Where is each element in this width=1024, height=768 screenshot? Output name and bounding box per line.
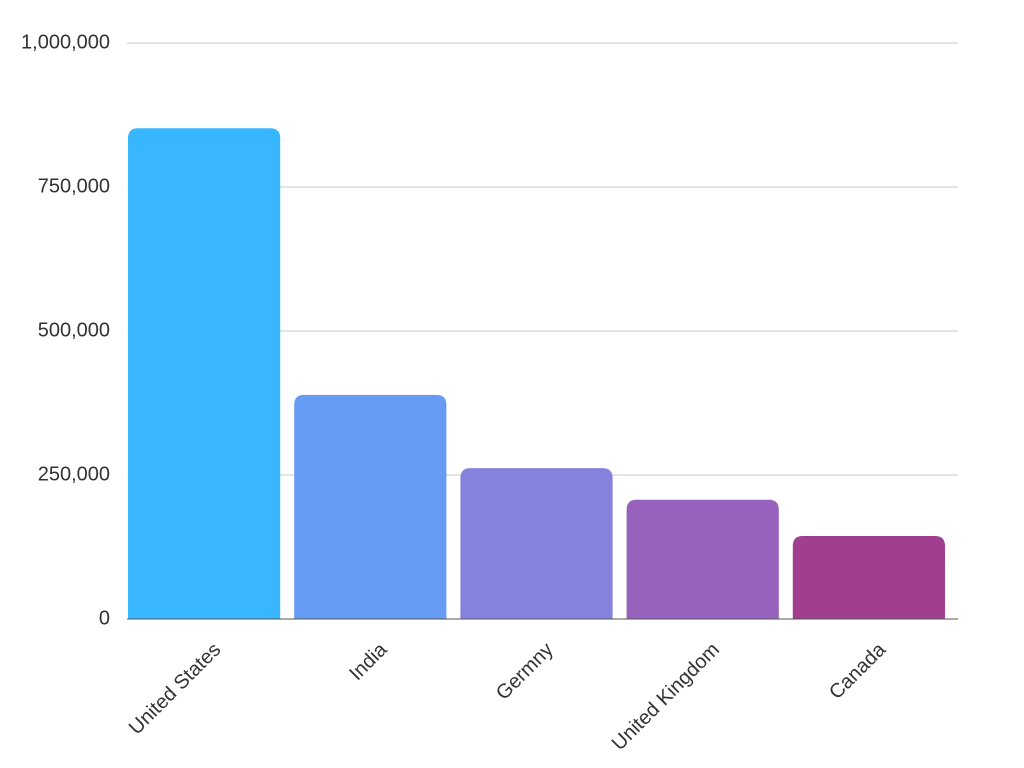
bar	[626, 499, 779, 619]
bar	[128, 128, 281, 620]
y-tick-label: 500,000	[38, 319, 110, 341]
x-tick-label: India	[345, 638, 392, 685]
y-tick-label: 1,000,000	[21, 31, 110, 53]
bar	[460, 468, 613, 619]
x-tick-label: Germny	[492, 639, 558, 705]
x-tick-label: United States	[125, 639, 225, 739]
y-tick-label: 250,000	[38, 463, 110, 485]
y-tick-label: 0	[99, 607, 110, 629]
bar	[294, 394, 447, 619]
bar	[792, 536, 945, 619]
y-tick-label: 750,000	[38, 175, 110, 197]
x-tick-label: Canada	[825, 638, 891, 704]
x-tick-label: United Kingdom	[608, 639, 724, 755]
